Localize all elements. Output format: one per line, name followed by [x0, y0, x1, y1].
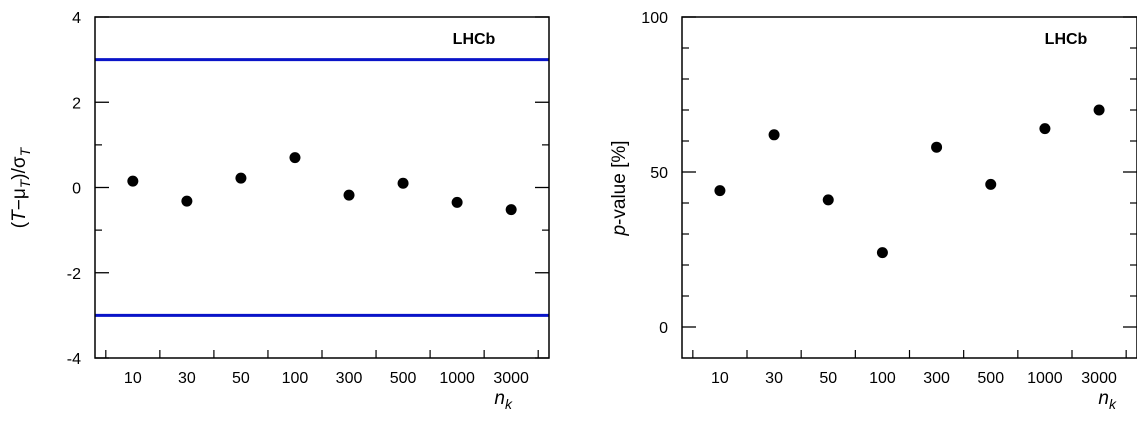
right-y-tick-label: 0: [659, 320, 668, 337]
right-x-tick-label: 300: [923, 370, 950, 387]
right-data-points: [714, 104, 1105, 259]
left-x-tick-label: 500: [390, 370, 417, 387]
right-y-tick-label: 50: [650, 165, 668, 182]
right-x-tick-label: 1000: [1027, 370, 1063, 387]
left-data-point: [451, 196, 463, 208]
right-panel: 0 50 100 10 30 50 100 300 500 1000 3000 LHCb nk p…: [609, 10, 1137, 412]
left-y-tick-label: 4: [72, 10, 81, 27]
left-x-tick-label: 1000: [439, 370, 475, 387]
right-x-tick-label: 10: [711, 370, 729, 387]
right-data-point: [931, 141, 943, 153]
left-x-tick-labels: 10 30 50 100 300 500 1000 3000: [124, 370, 529, 387]
left-y-axis-title: (T−μT)/σT: [9, 146, 33, 228]
left-x-title-sub: k: [505, 396, 513, 412]
right-x-title-sub: k: [1109, 396, 1117, 412]
left-y-tick-label: -4: [67, 351, 81, 368]
left-x-tick-label: 50: [232, 370, 250, 387]
right-data-point: [768, 129, 780, 141]
left-y-tick-label: 2: [72, 95, 81, 112]
left-reference-lines: [95, 58, 549, 317]
right-data-point: [714, 185, 726, 197]
left-x-axis-title: nk: [494, 388, 513, 412]
left-data-point: [235, 172, 247, 184]
right-x-tick-label: 500: [977, 370, 1004, 387]
left-x-tick-label: 3000: [493, 370, 529, 387]
left-x-tick-label: 300: [336, 370, 363, 387]
right-x-tick-label: 100: [869, 370, 896, 387]
right-data-point: [822, 194, 834, 206]
left-data-point: [289, 152, 301, 164]
left-data-point: [397, 177, 409, 189]
left-data-point: [181, 195, 193, 207]
left-axis-ticks: [95, 16, 549, 359]
right-y-tick-label: 100: [641, 10, 668, 27]
right-data-point: [1093, 104, 1105, 116]
left-y-tick-labels: -4 -2 0 2 4: [67, 10, 81, 368]
right-data-point: [985, 178, 997, 190]
right-y-axis-title: p-value [%]: [609, 140, 630, 236]
right-data-point: [1039, 123, 1051, 135]
right-x-tick-label: 30: [765, 370, 783, 387]
left-x-tick-label: 100: [282, 370, 309, 387]
right-plot-frame: [681, 16, 1137, 359]
left-plot-frame: [94, 16, 550, 359]
left-data-points: [127, 152, 517, 216]
right-x-tick-labels: 10 30 50 100 300 500 1000 3000: [711, 370, 1117, 387]
right-x-title-n: n: [1098, 388, 1109, 409]
left-y-tick-label: 0: [72, 181, 81, 198]
left-data-point: [343, 189, 355, 201]
right-x-tick-label: 3000: [1081, 370, 1117, 387]
left-data-point: [127, 175, 139, 187]
left-y-tick-label: -2: [67, 266, 81, 283]
right-x-tick-label: 50: [819, 370, 837, 387]
right-lhcb-label: LHCb: [1045, 31, 1088, 48]
left-data-point: [505, 204, 517, 216]
left-x-title-n: n: [494, 388, 505, 409]
right-x-axis-title: nk: [1098, 388, 1117, 412]
right-y-tick-labels: 0 50 100: [641, 10, 668, 337]
right-axis-ticks: [682, 16, 1137, 358]
left-x-tick-label: 30: [178, 370, 196, 387]
right-data-point: [876, 247, 888, 259]
left-x-tick-label: 10: [124, 370, 142, 387]
left-lhcb-label: LHCb: [453, 31, 496, 48]
